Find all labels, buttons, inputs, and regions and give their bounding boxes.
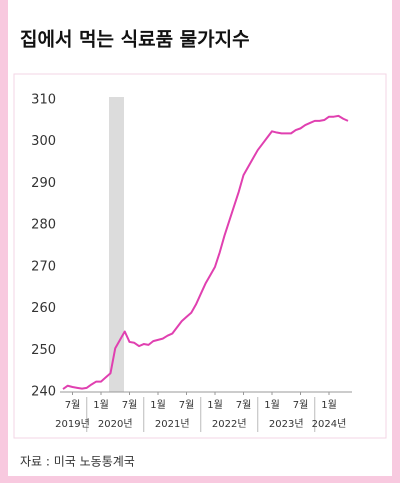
y-tick-label: 280 [31, 218, 56, 233]
chart-title: 집에서 먹는 식료품 물가지수 [20, 29, 250, 51]
year-label: 2021년 [155, 418, 190, 430]
x-tick-label: 7월 [179, 399, 195, 411]
x-tick-label: 1월 [93, 399, 109, 411]
y-tick-label: 270 [31, 259, 56, 274]
plot-panel [13, 73, 387, 439]
x-tick-label: 7월 [236, 399, 252, 411]
y-tick-label: 250 [31, 343, 56, 358]
x-tick-label: 7월 [122, 399, 138, 411]
x-tick-label: 1월 [321, 399, 337, 411]
source: 자료 : 미국 노동통계국 [20, 455, 135, 469]
x-tick-label: 1월 [150, 399, 166, 411]
y-tick-label: 240 [31, 385, 56, 400]
data-line [62, 114, 349, 390]
year-label: 2019년 [55, 418, 90, 430]
y-tick-label: 290 [31, 176, 56, 191]
year-label: 2024년 [312, 418, 347, 430]
year-label: 2020년 [98, 418, 133, 430]
y-tick-label: 300 [31, 134, 56, 149]
year-label: 2022년 [212, 418, 247, 430]
y-tick-label: 310 [31, 93, 56, 108]
y-tick-label: 260 [31, 301, 56, 316]
x-tick-label: 1월 [264, 399, 280, 411]
x-tick-label: 1월 [207, 399, 223, 411]
x-tick-label: 7월 [293, 399, 309, 411]
x-tick-label: 7월 [65, 399, 81, 411]
year-label: 2023년 [269, 418, 304, 430]
shaded-period [109, 97, 124, 392]
